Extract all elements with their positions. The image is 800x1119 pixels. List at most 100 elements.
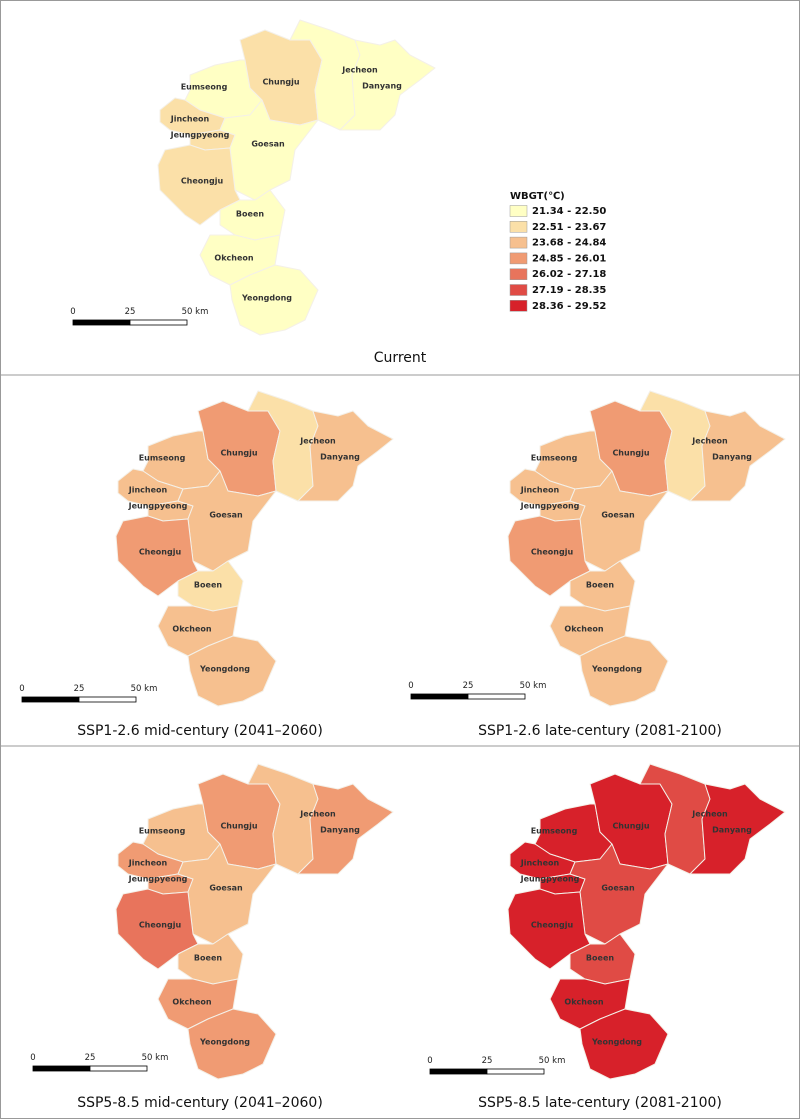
region-label: Eumseong [181, 83, 228, 92]
region [579, 1008, 669, 1080]
region-label: Danyang [712, 826, 752, 835]
legend-label: 26.02 - 27.18 [532, 269, 606, 280]
region-label: Jecheon [341, 66, 378, 75]
region-label: Boeen [586, 581, 614, 590]
region-label: Goesan [601, 511, 635, 520]
scale-bar-segment [78, 696, 137, 703]
region-label: Cheongju [139, 921, 182, 930]
region-label: Yeongdong [591, 665, 642, 674]
scale-bar-label: 50 km [182, 307, 209, 317]
region-label: Eumseong [531, 827, 578, 836]
panel-caption: SSP1-2.6 late-century (2081-2100) [478, 723, 722, 739]
region-label: Goesan [209, 884, 243, 893]
region-label: Boeen [194, 581, 222, 590]
region-label: Goesan [601, 884, 635, 893]
map-panel: Eumseong Chungju Jecheon Danyang Jincheon Jeu… [507, 763, 786, 1080]
legend-swatch [509, 236, 528, 249]
region [229, 264, 319, 336]
map-panel: Eumseong Chungju Jecheon Danyang Jincheon Jeu… [115, 763, 394, 1080]
scale-bar-segment [89, 1065, 148, 1072]
region-label: Eumseong [139, 454, 186, 463]
map-panel: Eumseong Chungju Jecheon Danyang Jincheon Jeu… [115, 390, 394, 707]
region-label: Yeongdong [199, 1038, 250, 1047]
scale-bar-segment [72, 319, 131, 326]
scale-bar-label: 50 km [131, 684, 158, 694]
region-label: Jeungpyeong [128, 502, 188, 511]
legend-swatch [509, 252, 528, 265]
panel-caption: SSP5-8.5 mid-century (2041–2060) [77, 1095, 323, 1111]
legend-label: 28.36 - 29.52 [532, 301, 606, 312]
legend-label: 23.68 - 24.84 [532, 238, 606, 249]
region-label: Cheongju [181, 177, 224, 186]
scale-bar-segment [21, 696, 80, 703]
scale-bar-segment [410, 693, 469, 700]
region-label: Okcheon [172, 998, 211, 1007]
panel-caption: SSP1-2.6 mid-century (2041–2060) [77, 723, 323, 739]
scale-bar-segment [486, 1068, 545, 1075]
scale-bar-segment [32, 1065, 91, 1072]
panel-caption: SSP5-8.5 late-century (2081-2100) [478, 1095, 722, 1111]
region-label: Goesan [209, 511, 243, 520]
region-label: Jeungpyeong [520, 875, 580, 884]
region [689, 783, 786, 875]
region-label: Chungju [612, 822, 649, 831]
scale-bar-label: 25 [125, 307, 136, 317]
region-label: Danyang [362, 82, 402, 91]
scale-bar-label: 0 [19, 684, 24, 694]
scale-bar-label: 0 [427, 1056, 432, 1066]
legend-swatch [509, 268, 528, 280]
region-label: Jincheon [128, 486, 168, 495]
region-label: Chungju [220, 822, 257, 831]
region-label: Goesan [251, 140, 285, 149]
region-label: Okcheon [172, 625, 211, 634]
region [689, 410, 786, 502]
legend-label: 22.51 - 23.67 [532, 222, 606, 233]
scale-bar-label: 0 [70, 307, 75, 317]
map-panel: Eumseong Chungju Jecheon Danyang Jincheon Jeu… [507, 390, 786, 707]
region-label: Danyang [712, 453, 752, 462]
region-label: Yeongdong [199, 665, 250, 674]
region-label: Boeen [586, 954, 614, 963]
legend-swatch [509, 284, 528, 296]
region-label: Jecheon [691, 810, 728, 819]
legend-swatch [509, 205, 528, 217]
region-label: Cheongju [531, 548, 574, 557]
scale-bar-label: 25 [74, 684, 85, 694]
region-label: Jincheon [520, 486, 560, 495]
scale-bar-label: 50 km [142, 1053, 169, 1063]
scale-bar-segment [429, 1068, 488, 1075]
scale-bar-label: 50 km [520, 681, 547, 691]
region [339, 39, 436, 131]
region-label: Eumseong [139, 827, 186, 836]
region-label: Boeen [194, 954, 222, 963]
scale-bar-segment [129, 319, 188, 326]
legend-label: 21.34 - 22.50 [532, 206, 606, 217]
region-label: Chungju [220, 449, 257, 458]
region-label: Jincheon [520, 859, 560, 868]
scale-bar-label: 0 [30, 1053, 35, 1063]
scale-bar-label: 25 [463, 681, 474, 691]
map-panel: Eumseong Chungju Jecheon Danyang Jincheon Jeu… [157, 19, 436, 336]
region-label: Eumseong [531, 454, 578, 463]
region [579, 635, 669, 707]
region [187, 635, 277, 707]
region-label: Yeongdong [241, 294, 292, 303]
region-label: Jecheon [299, 810, 336, 819]
region [187, 1008, 277, 1080]
legend-label: 24.85 - 26.01 [532, 253, 606, 264]
region-label: Okcheon [564, 625, 603, 634]
scale-bar-label: 0 [408, 681, 413, 691]
region-label: Jincheon [170, 115, 210, 124]
region [297, 410, 394, 502]
region-label: Jecheon [299, 437, 336, 446]
region-label: Boeen [236, 210, 264, 219]
region-label: Jeungpyeong [520, 502, 580, 511]
region-label: Jecheon [691, 437, 728, 446]
region-label: Yeongdong [591, 1038, 642, 1047]
region-label: Cheongju [531, 921, 574, 930]
legend-label: 27.19 - 28.35 [532, 285, 606, 296]
scale-bar-label: 25 [482, 1056, 493, 1066]
scale-bar-label: 25 [85, 1053, 96, 1063]
region-label: Jincheon [128, 859, 168, 868]
